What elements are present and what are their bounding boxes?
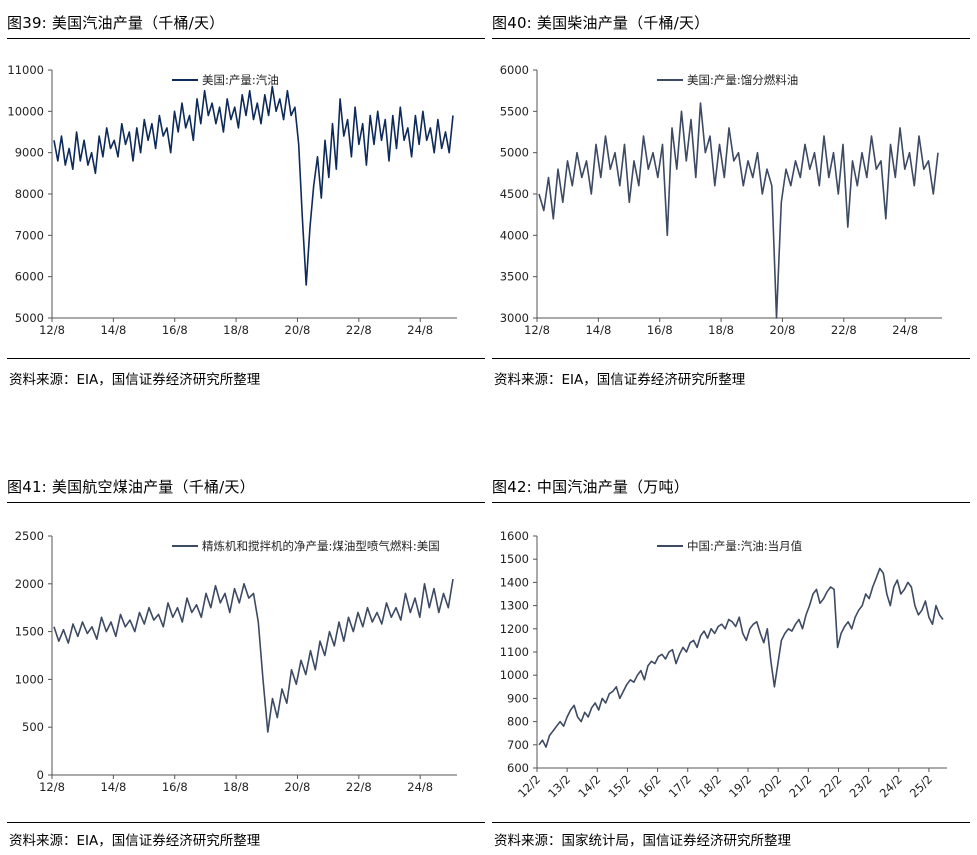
y-tick-label: 1000 bbox=[15, 672, 44, 686]
x-tick-label: 20/2 bbox=[756, 772, 784, 800]
y-tick-label: 6000 bbox=[500, 63, 529, 77]
x-tick-label: 12/8 bbox=[39, 323, 65, 337]
line-chart-us-jetfuel: 0 500 1000 1500 2000 2500 12/8 14/8 16/8 18/8 20/8… bbox=[15, 529, 457, 794]
line-chart-china-gasoline: 600 700 800 900 1000 1100 1200 1300 1400 1500 1600… bbox=[500, 529, 947, 800]
x-tick-label: 13/2 bbox=[545, 772, 573, 800]
source-rule bbox=[7, 822, 485, 823]
y-tick-label: 9000 bbox=[15, 146, 44, 160]
y-tick-label: 1300 bbox=[500, 599, 529, 613]
title-rule bbox=[7, 502, 485, 503]
legend-label: 中国:产量:汽油:当月值 bbox=[687, 539, 803, 553]
y-tick-label: 5000 bbox=[500, 146, 529, 160]
source-note: 资料来源：EIA，国信证券经济研究所整理 bbox=[9, 833, 261, 849]
series-line bbox=[53, 85, 454, 286]
y-tick-label: 3000 bbox=[500, 311, 529, 325]
legend-label: 美国:产量:馏分燃料油 bbox=[687, 73, 798, 87]
x-tick-label: 18/2 bbox=[696, 772, 724, 800]
x-tick-label: 16/8 bbox=[162, 780, 188, 794]
x-tick-label: 24/8 bbox=[407, 780, 433, 794]
title-rule bbox=[492, 38, 970, 39]
chart-title: 图41: 美国航空煤油产量（千桶/天） bbox=[7, 478, 255, 496]
x-tick-label: 20/8 bbox=[285, 780, 311, 794]
panel-jetfuel-us: 图41: 美国航空煤油产量（千桶/天） 0 500 1000 1500 2000 2500… bbox=[7, 472, 485, 855]
x-tick-label: 20/8 bbox=[770, 323, 796, 337]
x-tick-label: 14/2 bbox=[575, 772, 603, 800]
y-tick-label: 600 bbox=[507, 761, 529, 775]
y-tick-label: 5000 bbox=[15, 311, 44, 325]
x-tick-label: 14/8 bbox=[585, 323, 611, 337]
series-line bbox=[538, 567, 944, 748]
y-tick-label: 2000 bbox=[15, 577, 44, 591]
x-tick-label: 22/8 bbox=[831, 323, 857, 337]
x-tick-label: 18/8 bbox=[223, 323, 249, 337]
x-tick-label: 25/2 bbox=[907, 772, 935, 800]
x-tick-label: 16/8 bbox=[647, 323, 673, 337]
title-rule bbox=[7, 38, 485, 39]
x-tick-label: 17/2 bbox=[666, 772, 694, 800]
source-note: 资料来源：EIA，国信证券经济研究所整理 bbox=[494, 372, 746, 388]
legend-label: 精炼机和搅拌机的净产量:煤油型喷气燃料:美国 bbox=[202, 539, 440, 553]
panel-diesel-us: 图40: 美国柴油产量（千桶/天） 3000 3500 4000 4500 5000 55… bbox=[492, 8, 970, 388]
y-tick-label: 900 bbox=[507, 691, 529, 705]
y-tick-label: 0 bbox=[37, 768, 44, 782]
line-chart-us-gasoline: 5000 6000 7000 8000 9000 10000 11000 12/8 14/8 16… bbox=[7, 63, 457, 337]
x-tick-label: 20/8 bbox=[285, 323, 311, 337]
x-tick-label: 16/8 bbox=[162, 323, 188, 337]
x-tick-label: 21/2 bbox=[786, 772, 814, 800]
source-rule bbox=[7, 358, 485, 359]
legend-label: 美国:产量:汽油 bbox=[202, 73, 279, 87]
source-note: 资料来源：国家统计局，国信证券经济研究所整理 bbox=[494, 833, 791, 849]
line-chart-us-diesel: 3000 3500 4000 4500 5000 5500 6000 12/8 14/8 16/8… bbox=[500, 63, 942, 337]
x-tick-label: 23/2 bbox=[847, 772, 875, 800]
y-tick-label: 700 bbox=[507, 738, 529, 752]
x-tick-label: 22/8 bbox=[346, 323, 372, 337]
source-rule bbox=[492, 358, 970, 359]
y-tick-label: 1100 bbox=[500, 645, 529, 659]
y-tick-label: 4500 bbox=[500, 187, 529, 201]
title-rule bbox=[492, 502, 970, 503]
y-tick-label: 10000 bbox=[7, 104, 44, 118]
y-tick-label: 1400 bbox=[500, 575, 529, 589]
x-tick-label: 14/8 bbox=[100, 323, 126, 337]
x-tick-label: 16/2 bbox=[636, 772, 664, 800]
y-tick-label: 500 bbox=[22, 720, 44, 734]
x-tick-label: 12/8 bbox=[39, 780, 65, 794]
y-tick-label: 1500 bbox=[500, 552, 529, 566]
chart-title: 图42: 中国汽油产量（万吨） bbox=[492, 478, 689, 496]
x-tick-label: 18/8 bbox=[223, 780, 249, 794]
x-tick-label: 19/2 bbox=[726, 772, 754, 800]
x-tick-label: 24/2 bbox=[877, 772, 905, 800]
chart-title: 图39: 美国汽油产量（千桶/天） bbox=[7, 14, 225, 32]
x-tick-label: 18/8 bbox=[708, 323, 734, 337]
y-tick-label: 4000 bbox=[500, 228, 529, 242]
source-note: 资料来源：EIA，国信证券经济研究所整理 bbox=[9, 372, 261, 388]
source-rule bbox=[492, 822, 970, 823]
x-tick-label: 15/2 bbox=[605, 772, 633, 800]
x-tick-label: 22/8 bbox=[346, 780, 372, 794]
series-line bbox=[538, 102, 939, 319]
y-tick-label: 3500 bbox=[500, 270, 529, 284]
panel-gasoline-china: 图42: 中国汽油产量（万吨） 600 700 800 900 1000 1100 1200… bbox=[492, 472, 970, 855]
y-tick-label: 2500 bbox=[15, 529, 44, 543]
x-tick-label: 14/8 bbox=[100, 780, 126, 794]
y-tick-label: 8000 bbox=[15, 187, 44, 201]
y-tick-label: 1200 bbox=[500, 622, 529, 636]
x-tick-label: 12/8 bbox=[524, 323, 550, 337]
x-tick-label: 24/8 bbox=[407, 323, 433, 337]
y-tick-label: 1500 bbox=[15, 625, 44, 639]
y-tick-label: 7000 bbox=[15, 228, 44, 242]
y-tick-label: 1600 bbox=[500, 529, 529, 543]
y-tick-label: 800 bbox=[507, 715, 529, 729]
x-tick-label: 24/8 bbox=[892, 323, 918, 337]
y-tick-label: 11000 bbox=[7, 63, 44, 77]
y-tick-label: 1000 bbox=[500, 668, 529, 682]
series-line bbox=[53, 578, 454, 733]
chart-title: 图40: 美国柴油产量（千桶/天） bbox=[492, 14, 710, 32]
x-tick-label: 22/2 bbox=[816, 772, 844, 800]
x-tick-label: 12/2 bbox=[515, 772, 543, 800]
y-tick-label: 6000 bbox=[15, 270, 44, 284]
panel-gasoline-us: 图39: 美国汽油产量（千桶/天） 5000 6000 7000 8000 9000 10… bbox=[7, 8, 485, 388]
y-tick-label: 5500 bbox=[500, 104, 529, 118]
